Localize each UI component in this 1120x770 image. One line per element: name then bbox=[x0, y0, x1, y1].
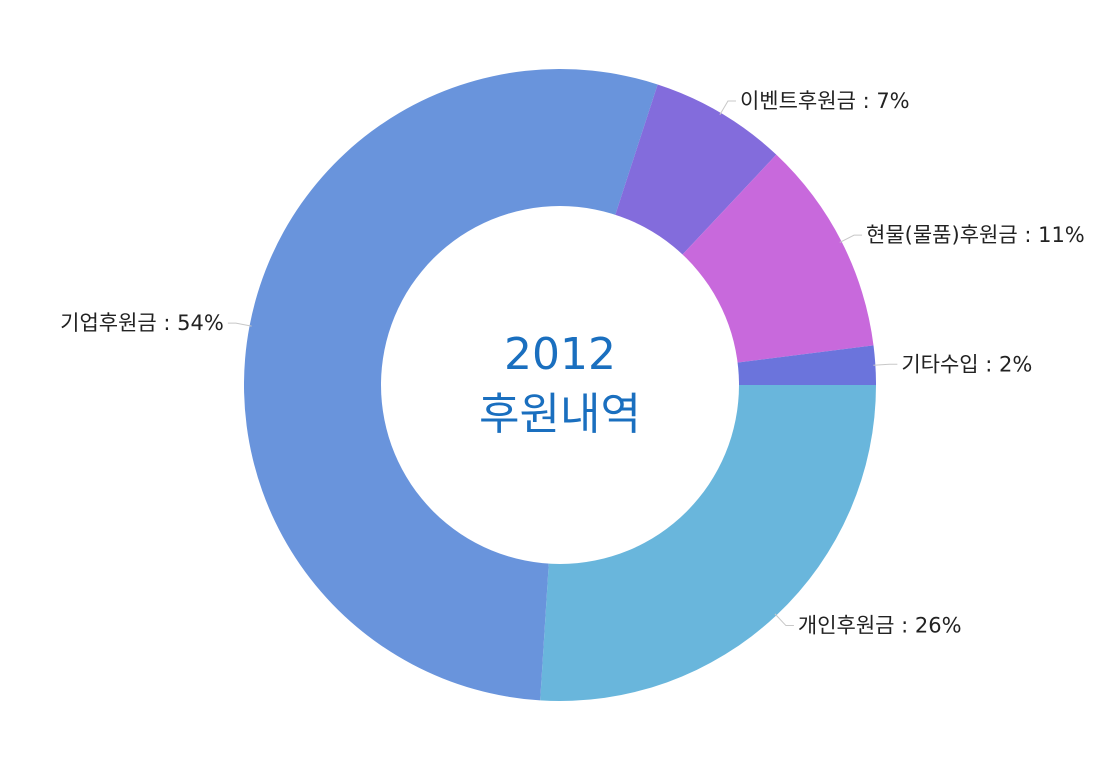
slice-label-5: 기타수입 : 2% bbox=[901, 352, 1032, 376]
center-title-label: 후원내역 bbox=[479, 389, 641, 440]
slice-label-2: 기업후원금 : 54% bbox=[60, 311, 224, 335]
label-leader-lines bbox=[227, 100, 898, 627]
leader-line-4 bbox=[839, 234, 863, 243]
slice-label-1: 개인후원금 : 26% bbox=[798, 614, 962, 638]
leader-line-5 bbox=[873, 363, 898, 366]
leader-line-1 bbox=[774, 613, 794, 627]
donut-hole bbox=[381, 206, 739, 564]
leader-line-2 bbox=[227, 322, 252, 327]
slice-label-3: 이벤트후원금 : 7% bbox=[740, 89, 910, 113]
leader-line-3 bbox=[719, 100, 736, 115]
slice-label-4: 현물(물품)후원금 : 11% bbox=[866, 223, 1085, 247]
slice-labels: 개인후원금 : 26% 기업후원금 : 54% 이벤트후원금 : 7% 현물(물품)후… bbox=[60, 89, 1085, 638]
center-year-label: 2012 bbox=[504, 329, 616, 380]
